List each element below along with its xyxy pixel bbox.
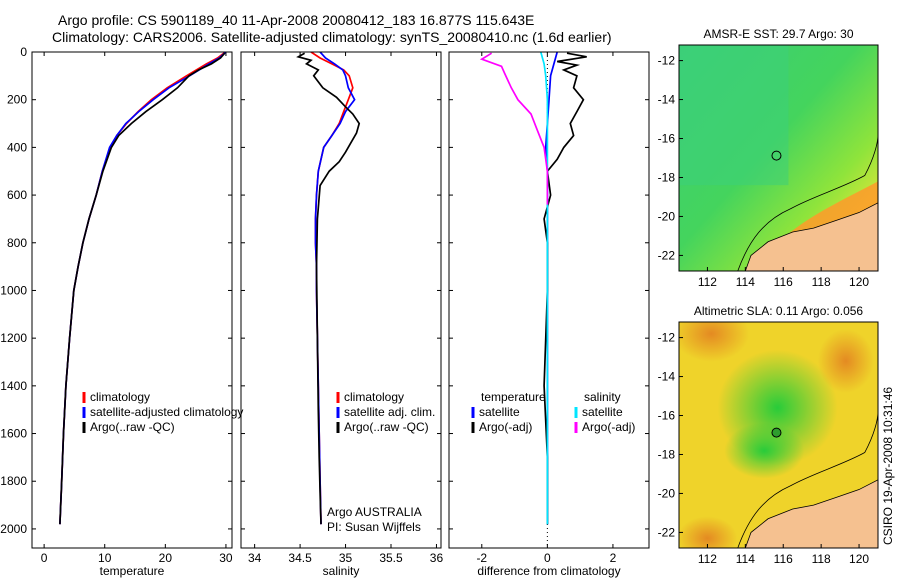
sla-map-y-tick-label: -22 — [658, 525, 676, 539]
sla-map-y-tick-label: -20 — [658, 486, 676, 500]
salinity-legend-label: climatology — [344, 390, 404, 404]
temperature-x-tick-label: 20 — [159, 551, 173, 565]
sla-map-shelf-contour — [737, 411, 878, 548]
depth-tick-label: 1000 — [0, 283, 27, 297]
sst-map-y-tick-label: -22 — [658, 248, 676, 262]
salinity-x-tick-label: 35 — [339, 551, 353, 565]
temperature-legend-label: satellite-adjusted climatology — [90, 405, 243, 419]
sst-map-land — [744, 202, 878, 271]
salinity-x-tick-label: 36 — [430, 551, 444, 565]
depth-tick-label: 800 — [7, 236, 27, 250]
difference-x-tick-label: -2 — [476, 551, 487, 565]
sst-map-x-tick-label: 112 — [698, 275, 717, 289]
sla-map-sla-high-region — [679, 322, 750, 362]
sst-map-y-tick-label: -20 — [658, 209, 676, 223]
sst-map-field — [679, 45, 878, 271]
depth-tick-label: 1400 — [0, 379, 27, 393]
float-pi-label: PI: Susan Wijffels — [327, 520, 421, 534]
salinity-legend-label: satellite adj. clim. — [344, 405, 435, 419]
temperature-x-tick-label: 0 — [41, 551, 48, 565]
difference-legend-label: satellite — [479, 405, 520, 419]
figure-subtitle: Climatology: CARS2006. Satellite-adjuste… — [52, 29, 612, 45]
difference-legend-title: salinity — [584, 390, 621, 404]
temperature-legend-label: climatology — [90, 390, 150, 404]
sla-map-sla-low-region — [724, 422, 805, 479]
difference-x-tick-label: 0 — [544, 551, 551, 565]
depth-tick-label: 1800 — [0, 474, 27, 488]
sla-map-y-tick-label: -16 — [658, 409, 676, 423]
difference-line-temperature-argo-adj — [543, 52, 587, 525]
depth-tick-label: 600 — [7, 188, 27, 202]
sst-map-title: AMSR-E SST: 29.7 Argo: 30 — [703, 27, 853, 41]
sla-map-frame — [678, 321, 879, 549]
temperature-legend-label: Argo(..raw -QC) — [90, 420, 175, 434]
sla-map-y-tick-label: -18 — [658, 447, 676, 461]
figure-title: Argo profile: CS 5901189_40 11-Apr-2008 … — [58, 12, 535, 28]
temperature-line-satellite-adjusted-climatology — [59, 52, 227, 525]
sla-map-y-tick-label: -12 — [658, 331, 676, 345]
sla-map-x-tick-label: 116 — [774, 552, 793, 566]
sla-map-x-tick-label: 112 — [698, 552, 717, 566]
sla-map-x-tick-label: 118 — [812, 552, 831, 566]
sst-map-float-marker — [771, 150, 782, 161]
sst-map-y-tick-label: -14 — [658, 93, 676, 107]
sla-map-y-tick-label: -14 — [658, 370, 676, 384]
depth-tick-label: 0 — [20, 45, 27, 59]
temperature-plot-frame — [31, 51, 233, 549]
salinity-line-satellite-adj-clim — [314, 52, 356, 525]
salinity-plot-frame — [240, 51, 442, 549]
salinity-x-tick-label: 35.5 — [379, 551, 403, 565]
difference-legend-label: Argo(-adj) — [582, 420, 635, 434]
sst-map-x-tick-label: 116 — [774, 275, 793, 289]
sla-map-title: Altimetric SLA: 0.11 Argo: 0.056 — [694, 304, 864, 318]
difference-line-salinity-argo-adj — [479, 52, 549, 205]
sla-map-land — [744, 479, 878, 548]
difference-series-group — [479, 52, 587, 525]
sst-map-y-tick-label: -18 — [658, 170, 676, 184]
sla-map-field — [679, 322, 878, 548]
salinity-line-argo-raw-qc — [296, 52, 361, 525]
temperature-x-tick-label: 30 — [219, 551, 233, 565]
salinity-x-axis-label: salinity — [323, 564, 360, 578]
sla-map-sla-high-region — [679, 516, 738, 548]
salinity-x-tick-label: 34.5 — [288, 551, 312, 565]
depth-tick-label: 1200 — [0, 331, 27, 345]
temperature-x-axis-label: temperature — [100, 564, 165, 578]
salinity-legend-label: Argo(..raw -QC) — [344, 420, 429, 434]
depth-tick-label: 1600 — [0, 427, 27, 441]
float-program-label: Argo AUSTRALIA — [327, 505, 422, 519]
difference-legend-label: satellite — [582, 405, 623, 419]
sst-map-frame — [678, 44, 879, 272]
sst-map-x-tick-label: 118 — [812, 275, 831, 289]
sla-map-float-marker — [771, 427, 782, 438]
depth-tick-label: 400 — [7, 140, 27, 154]
sst-map-sst-cool-region — [679, 45, 789, 186]
sla-map-x-tick-label: 120 — [849, 552, 869, 566]
sst-map-y-tick-label: -12 — [658, 54, 676, 68]
sla-map-x-tick-label: 114 — [736, 552, 755, 566]
difference-legend-title: temperature — [481, 390, 546, 404]
sst-map-y-tick-label: -16 — [658, 132, 676, 146]
sla-map-sla-high-region — [817, 328, 874, 393]
sst-map-shelf-contour — [737, 134, 878, 271]
depth-tick-label: 2000 — [0, 522, 27, 536]
sst-map-x-tick-label: 120 — [849, 275, 869, 289]
temperature-line-climatology — [59, 52, 226, 525]
salinity-series-group — [296, 52, 361, 525]
difference-x-axis-label: difference from climatology — [477, 564, 620, 578]
difference-legend-label: Argo(-adj) — [479, 420, 532, 434]
difference-x-tick-label: 2 — [610, 551, 617, 565]
salinity-x-tick-label: 34 — [248, 551, 262, 565]
depth-tick-label: 200 — [7, 93, 27, 107]
temperature-x-tick-label: 10 — [98, 551, 112, 565]
temperature-line-argo-raw-qc — [59, 52, 226, 525]
temperature-series-group — [59, 52, 227, 525]
sst-map-x-tick-label: 114 — [736, 275, 755, 289]
difference-plot-frame — [448, 51, 650, 549]
